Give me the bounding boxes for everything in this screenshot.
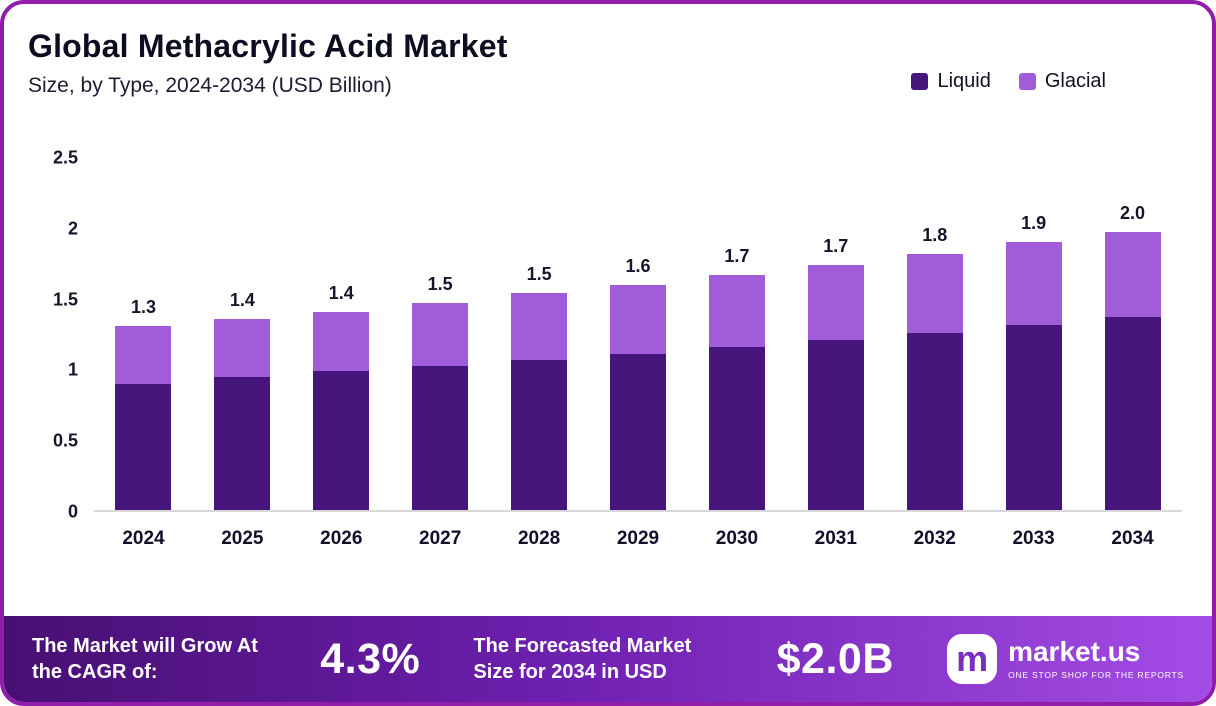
forecast-value: $2.0B: [776, 634, 894, 683]
x-axis: 2024 2025 2026 2027 2028 2029 2030 2031 2032 2033…: [94, 528, 1182, 550]
bar-column: 1.5: [490, 156, 589, 510]
bar-segment-liquid: [214, 376, 271, 510]
bar-segment-liquid: [1005, 324, 1062, 510]
bar-total-label: 1.9: [1021, 213, 1047, 234]
bar-segment-glacial: [412, 303, 469, 366]
bar-segment-liquid: [708, 347, 765, 510]
bar-segment-liquid: [807, 340, 864, 510]
stacked-bar: [115, 325, 172, 510]
bar-segment-glacial: [214, 318, 271, 377]
cagr-value: 4.3%: [320, 634, 421, 683]
y-axis: 0 0.5 1 1.5 2 2.5: [30, 148, 94, 522]
bar-segment-glacial: [1104, 232, 1161, 318]
page-title: Global Methacrylic Acid Market: [28, 28, 508, 64]
y-tick-label: 1: [67, 359, 78, 380]
bar-segment-glacial: [115, 325, 172, 384]
brand-m-icon: m: [947, 634, 998, 684]
y-tick-label: 1.5: [52, 289, 78, 310]
x-axis-label: 2024: [122, 528, 165, 549]
x-axis-label: 2030: [715, 528, 759, 549]
y-tick-label: 2.5: [52, 147, 78, 168]
bar-segment-glacial: [313, 311, 370, 372]
bar-total-label: 1.5: [526, 264, 552, 285]
legend-item-liquid: Liquid: [911, 70, 991, 93]
bar-column: 1.6: [589, 156, 688, 510]
footer-banner: The Market will Grow At the CAGR of: 4.3…: [4, 616, 1212, 702]
legend: Liquid Glacial: [911, 70, 1106, 93]
bar-segment-liquid: [1104, 317, 1161, 510]
stacked-bar: [412, 303, 469, 510]
x-axis-label: 2028: [517, 528, 561, 549]
bar-column: 1.7: [687, 156, 786, 510]
bar-total-label: 1.7: [823, 236, 849, 257]
x-axis-label: 2033: [1012, 528, 1055, 549]
x-axis-label: 2032: [913, 528, 956, 549]
bar-column: 2.0: [1083, 156, 1182, 510]
bar-segment-glacial: [1005, 242, 1062, 325]
header: Global Methacrylic Acid Market Size, by …: [4, 4, 1212, 98]
bar-column: 1.7: [786, 156, 885, 510]
stacked-bar: [708, 274, 765, 510]
bar-segment-liquid: [412, 365, 469, 510]
bar-total-label: 1.3: [130, 296, 156, 317]
bar-total-label: 2.0: [1120, 203, 1146, 224]
bar-column: 1.5: [391, 156, 490, 510]
y-tick-label: 0.5: [52, 430, 78, 451]
brand-logo: m market.us One Stop Shop For The Report…: [947, 634, 1184, 684]
bar-column: 1.8: [885, 156, 984, 510]
stacked-bar: [807, 265, 864, 510]
x-axis-label: 2029: [616, 528, 660, 549]
y-tick-label: 2: [67, 218, 78, 239]
bar-total-label: 1.8: [922, 224, 948, 245]
bar-segment-liquid: [511, 359, 568, 510]
legend-label-glacial: Glacial: [1044, 70, 1106, 92]
title-block: Global Methacrylic Acid Market Size, by …: [28, 28, 508, 98]
bar-segment-glacial: [708, 274, 765, 348]
stacked-bar: [1104, 232, 1161, 510]
brand-tagline: One Stop Shop For The Reports: [1008, 670, 1184, 680]
bar-segment-liquid: [115, 383, 172, 510]
legend-label-liquid: Liquid: [937, 70, 991, 92]
bar-column: 1.4: [292, 156, 391, 510]
bar-column: 1.9: [984, 156, 1083, 510]
bar-total-label: 1.6: [625, 255, 651, 276]
x-axis-label: 2031: [814, 528, 857, 549]
x-axis-label: 2027: [419, 528, 462, 549]
bar-total-label: 1.7: [724, 245, 750, 266]
x-axis-label: 2026: [320, 528, 363, 549]
plot-area: 1.3 1.4 1.4 1.5 1.5 1.6 1.7 1.7 1.8 1.9 2.0: [94, 156, 1182, 512]
bar-segment-liquid: [609, 354, 666, 510]
stacked-bar: [511, 293, 568, 510]
bar-total-label: 1.4: [328, 282, 354, 303]
y-tick-label: 0: [67, 501, 78, 522]
stacked-bar: [906, 253, 963, 510]
bar-segment-glacial: [609, 284, 666, 355]
bar-total-label: 1.5: [427, 274, 453, 295]
bar-segment-glacial: [906, 253, 963, 333]
bar-segment-glacial: [807, 265, 864, 341]
stacked-bar: [1005, 242, 1062, 510]
x-axis-label: 2034: [1111, 528, 1154, 549]
chart: 0 0.5 1 1.5 2 2.5 1.3 1.4 1.4 1.5 1.5 1.6 1.7 1.7 1.8…: [4, 148, 1212, 522]
cagr-text: The Market will Grow At the CAGR of:: [32, 635, 258, 683]
stacked-bar: [214, 318, 271, 510]
bar-segment-liquid: [906, 333, 963, 510]
bar-column: 1.3: [94, 156, 193, 510]
stacked-bar: [609, 284, 666, 510]
brand-text: market.us One Stop Shop For The Reports: [1008, 636, 1184, 681]
bar-segment-glacial: [511, 293, 568, 360]
glacial-swatch-icon: [1018, 73, 1036, 90]
page-subtitle: Size, by Type, 2024-2034 (USD Billion): [28, 74, 392, 97]
bar-column: 1.4: [193, 156, 292, 510]
bar-segment-liquid: [313, 371, 370, 510]
stacked-bar: [313, 311, 370, 510]
x-axis-label: 2025: [221, 528, 264, 549]
forecast-text: The Forecasted Market Size for 2034 in U…: [473, 635, 692, 683]
legend-item-glacial: Glacial: [1018, 70, 1106, 93]
brand-name: market.us: [1008, 636, 1141, 667]
bar-total-label: 1.4: [229, 289, 255, 310]
liquid-swatch-icon: [911, 73, 929, 90]
